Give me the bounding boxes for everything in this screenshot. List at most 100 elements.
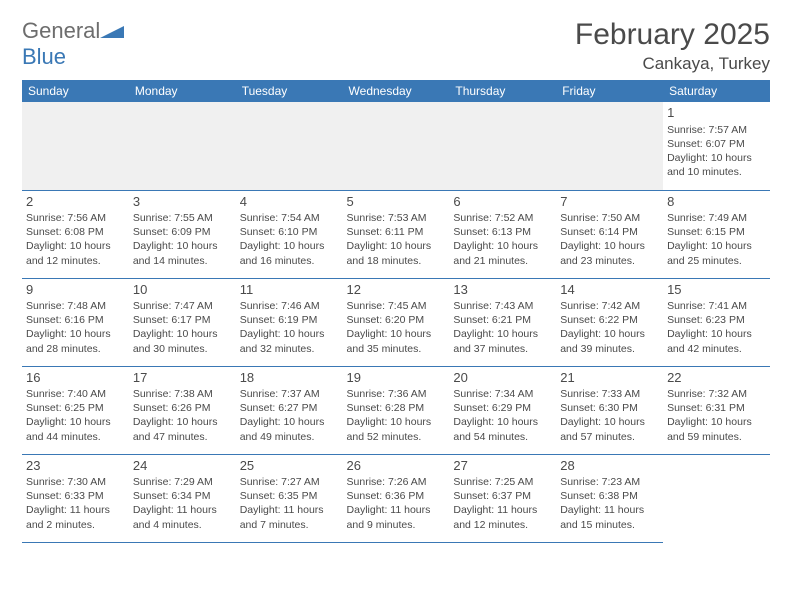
calendar-cell bbox=[22, 102, 129, 190]
calendar-head: SundayMondayTuesdayWednesdayThursdayFrid… bbox=[22, 80, 770, 102]
day-number: 10 bbox=[133, 281, 232, 299]
daylight-line: Daylight: 10 hours and 25 minutes. bbox=[667, 239, 766, 267]
sunrise-line: Sunrise: 7:50 AM bbox=[560, 211, 659, 225]
daylight-line: Daylight: 11 hours and 12 minutes. bbox=[453, 503, 552, 531]
calendar-cell: 11Sunrise: 7:46 AMSunset: 6:19 PMDayligh… bbox=[236, 278, 343, 366]
calendar-row: 9Sunrise: 7:48 AMSunset: 6:16 PMDaylight… bbox=[22, 278, 770, 366]
sunrise-line: Sunrise: 7:23 AM bbox=[560, 475, 659, 489]
day-number: 8 bbox=[667, 193, 766, 211]
sunset-line: Sunset: 6:28 PM bbox=[347, 401, 446, 415]
sunset-line: Sunset: 6:26 PM bbox=[133, 401, 232, 415]
daylight-line: Daylight: 10 hours and 16 minutes. bbox=[240, 239, 339, 267]
daylight-line: Daylight: 10 hours and 44 minutes. bbox=[26, 415, 125, 443]
sunrise-line: Sunrise: 7:57 AM bbox=[667, 123, 766, 137]
calendar-cell bbox=[663, 454, 770, 542]
calendar-cell: 23Sunrise: 7:30 AMSunset: 6:33 PMDayligh… bbox=[22, 454, 129, 542]
sunrise-line: Sunrise: 7:29 AM bbox=[133, 475, 232, 489]
sunset-line: Sunset: 6:10 PM bbox=[240, 225, 339, 239]
day-number: 12 bbox=[347, 281, 446, 299]
calendar-row: 23Sunrise: 7:30 AMSunset: 6:33 PMDayligh… bbox=[22, 454, 770, 542]
daylight-line: Daylight: 10 hours and 23 minutes. bbox=[560, 239, 659, 267]
daylight-line: Daylight: 11 hours and 4 minutes. bbox=[133, 503, 232, 531]
sunset-line: Sunset: 6:16 PM bbox=[26, 313, 125, 327]
calendar-cell: 22Sunrise: 7:32 AMSunset: 6:31 PMDayligh… bbox=[663, 366, 770, 454]
daylight-line: Daylight: 10 hours and 54 minutes. bbox=[453, 415, 552, 443]
calendar-cell bbox=[129, 102, 236, 190]
sunset-line: Sunset: 6:20 PM bbox=[347, 313, 446, 327]
sunrise-line: Sunrise: 7:40 AM bbox=[26, 387, 125, 401]
daylight-line: Daylight: 10 hours and 37 minutes. bbox=[453, 327, 552, 355]
sunset-line: Sunset: 6:38 PM bbox=[560, 489, 659, 503]
daylight-line: Daylight: 10 hours and 32 minutes. bbox=[240, 327, 339, 355]
sunrise-line: Sunrise: 7:36 AM bbox=[347, 387, 446, 401]
calendar-cell: 4Sunrise: 7:54 AMSunset: 6:10 PMDaylight… bbox=[236, 190, 343, 278]
calendar-cell: 18Sunrise: 7:37 AMSunset: 6:27 PMDayligh… bbox=[236, 366, 343, 454]
day-number: 9 bbox=[26, 281, 125, 299]
daylight-line: Daylight: 10 hours and 14 minutes. bbox=[133, 239, 232, 267]
day-number: 11 bbox=[240, 281, 339, 299]
sunrise-line: Sunrise: 7:45 AM bbox=[347, 299, 446, 313]
calendar-cell: 13Sunrise: 7:43 AMSunset: 6:21 PMDayligh… bbox=[449, 278, 556, 366]
sunrise-line: Sunrise: 7:54 AM bbox=[240, 211, 339, 225]
calendar-table: SundayMondayTuesdayWednesdayThursdayFrid… bbox=[22, 80, 770, 543]
calendar-cell: 7Sunrise: 7:50 AMSunset: 6:14 PMDaylight… bbox=[556, 190, 663, 278]
sunset-line: Sunset: 6:23 PM bbox=[667, 313, 766, 327]
day-number: 17 bbox=[133, 369, 232, 387]
daylight-line: Daylight: 10 hours and 35 minutes. bbox=[347, 327, 446, 355]
day-number: 21 bbox=[560, 369, 659, 387]
day-number: 13 bbox=[453, 281, 552, 299]
daylight-line: Daylight: 10 hours and 57 minutes. bbox=[560, 415, 659, 443]
sunrise-line: Sunrise: 7:26 AM bbox=[347, 475, 446, 489]
calendar-cell bbox=[449, 102, 556, 190]
calendar-cell: 1Sunrise: 7:57 AMSunset: 6:07 PMDaylight… bbox=[663, 102, 770, 190]
sunrise-line: Sunrise: 7:46 AM bbox=[240, 299, 339, 313]
sunrise-line: Sunrise: 7:30 AM bbox=[26, 475, 125, 489]
sunset-line: Sunset: 6:37 PM bbox=[453, 489, 552, 503]
day-number: 26 bbox=[347, 457, 446, 475]
calendar-cell bbox=[556, 102, 663, 190]
day-number: 27 bbox=[453, 457, 552, 475]
day-number: 1 bbox=[667, 104, 766, 122]
sunset-line: Sunset: 6:13 PM bbox=[453, 225, 552, 239]
day-header: Friday bbox=[556, 80, 663, 102]
calendar-cell: 24Sunrise: 7:29 AMSunset: 6:34 PMDayligh… bbox=[129, 454, 236, 542]
daylight-line: Daylight: 10 hours and 59 minutes. bbox=[667, 415, 766, 443]
day-header: Saturday bbox=[663, 80, 770, 102]
day-header: Thursday bbox=[449, 80, 556, 102]
day-number: 4 bbox=[240, 193, 339, 211]
calendar-cell: 14Sunrise: 7:42 AMSunset: 6:22 PMDayligh… bbox=[556, 278, 663, 366]
calendar-cell: 28Sunrise: 7:23 AMSunset: 6:38 PMDayligh… bbox=[556, 454, 663, 542]
daylight-line: Daylight: 10 hours and 12 minutes. bbox=[26, 239, 125, 267]
day-number: 14 bbox=[560, 281, 659, 299]
day-number: 25 bbox=[240, 457, 339, 475]
sunrise-line: Sunrise: 7:25 AM bbox=[453, 475, 552, 489]
daylight-line: Daylight: 11 hours and 15 minutes. bbox=[560, 503, 659, 531]
day-number: 18 bbox=[240, 369, 339, 387]
sunrise-line: Sunrise: 7:52 AM bbox=[453, 211, 552, 225]
calendar-cell: 26Sunrise: 7:26 AMSunset: 6:36 PMDayligh… bbox=[343, 454, 450, 542]
sunset-line: Sunset: 6:22 PM bbox=[560, 313, 659, 327]
location: Cankaya, Turkey bbox=[575, 54, 770, 74]
sunrise-line: Sunrise: 7:55 AM bbox=[133, 211, 232, 225]
calendar-cell: 27Sunrise: 7:25 AMSunset: 6:37 PMDayligh… bbox=[449, 454, 556, 542]
day-number: 24 bbox=[133, 457, 232, 475]
daylight-line: Daylight: 11 hours and 7 minutes. bbox=[240, 503, 339, 531]
sunrise-line: Sunrise: 7:41 AM bbox=[667, 299, 766, 313]
daylight-line: Daylight: 10 hours and 10 minutes. bbox=[667, 151, 766, 179]
sunrise-line: Sunrise: 7:47 AM bbox=[133, 299, 232, 313]
calendar-cell: 16Sunrise: 7:40 AMSunset: 6:25 PMDayligh… bbox=[22, 366, 129, 454]
daylight-line: Daylight: 10 hours and 30 minutes. bbox=[133, 327, 232, 355]
day-header: Tuesday bbox=[236, 80, 343, 102]
calendar-cell: 8Sunrise: 7:49 AMSunset: 6:15 PMDaylight… bbox=[663, 190, 770, 278]
sunrise-line: Sunrise: 7:34 AM bbox=[453, 387, 552, 401]
sunrise-line: Sunrise: 7:27 AM bbox=[240, 475, 339, 489]
sunrise-line: Sunrise: 7:42 AM bbox=[560, 299, 659, 313]
calendar-cell: 25Sunrise: 7:27 AMSunset: 6:35 PMDayligh… bbox=[236, 454, 343, 542]
sunset-line: Sunset: 6:33 PM bbox=[26, 489, 125, 503]
sunrise-line: Sunrise: 7:53 AM bbox=[347, 211, 446, 225]
sunrise-line: Sunrise: 7:56 AM bbox=[26, 211, 125, 225]
daylight-line: Daylight: 10 hours and 21 minutes. bbox=[453, 239, 552, 267]
sunset-line: Sunset: 6:31 PM bbox=[667, 401, 766, 415]
daylight-line: Daylight: 10 hours and 52 minutes. bbox=[347, 415, 446, 443]
daylight-line: Daylight: 10 hours and 47 minutes. bbox=[133, 415, 232, 443]
